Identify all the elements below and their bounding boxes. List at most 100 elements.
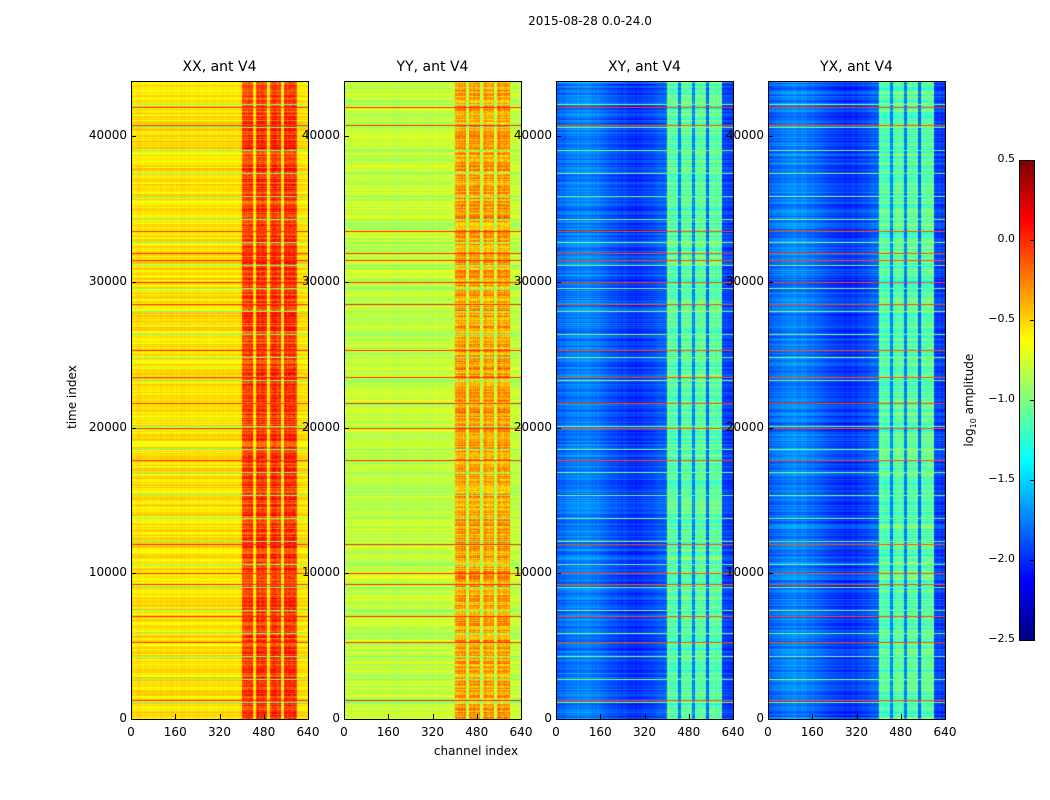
colorbar-tick-label: 0.5 xyxy=(997,152,1016,165)
colorbar-tick-mark xyxy=(1030,480,1034,481)
x-tick-label: 480 xyxy=(465,725,489,739)
y-tick-label: 20000 xyxy=(301,419,340,434)
y-tick-label: 20000 xyxy=(88,419,127,434)
y-tick-label: 10000 xyxy=(725,565,764,580)
x-tick-label: 480 xyxy=(677,725,701,739)
x-tick-mark xyxy=(308,714,309,719)
y-tick-label: 20000 xyxy=(725,419,764,434)
y-tick-label: 30000 xyxy=(513,274,552,288)
colorbar-tick-label: −1.5 xyxy=(988,472,1015,485)
y-tick-label: 40000 xyxy=(513,128,552,143)
colorbar-label-part: log xyxy=(961,428,976,447)
x-tick-mark xyxy=(344,714,345,719)
x-tick-mark xyxy=(476,714,478,719)
x-tick-label: 640 xyxy=(721,725,745,739)
x-tick-mark xyxy=(733,714,734,719)
y-tick-mark xyxy=(556,427,561,429)
x-tick-label: 0 xyxy=(552,725,560,739)
colorbar-label-part: amplitude xyxy=(961,353,976,419)
y-tick-label: 30000 xyxy=(725,274,764,288)
y-tick-mark xyxy=(556,573,561,575)
y-tick-mark xyxy=(131,719,136,720)
x-tick-label: 0 xyxy=(340,725,348,739)
y-tick-label: 10000 xyxy=(513,565,552,580)
figure-title: 2015-08-28 0.0-24.0 xyxy=(528,14,652,28)
colorbar-label: log10 amplitude xyxy=(962,350,978,450)
colorbar-tick-label: −0.5 xyxy=(988,312,1015,325)
colorbar-tick-mark xyxy=(1030,240,1034,241)
x-tick-label: 160 xyxy=(163,725,187,739)
heatmap-panel xyxy=(344,81,521,719)
x-tick-mark xyxy=(388,714,390,719)
x-tick-mark xyxy=(644,714,646,719)
colorbar-tick-mark xyxy=(1030,320,1034,321)
x-tick-mark xyxy=(432,714,434,719)
y-tick-mark xyxy=(131,282,136,283)
y-tick-mark xyxy=(768,282,773,283)
colorbar-tick-label: −2.0 xyxy=(988,552,1015,565)
y-tick-label: 0 xyxy=(119,711,127,725)
axes-frame xyxy=(131,81,309,720)
y-tick-mark xyxy=(344,136,349,138)
panel-title: YY, ant V4 xyxy=(396,59,469,75)
y-tick-mark xyxy=(556,282,561,283)
y-tick-mark xyxy=(768,719,773,720)
colorbar-label-part: 10 xyxy=(969,418,979,429)
x-tick-mark xyxy=(600,714,602,719)
x-tick-label: 0 xyxy=(764,725,772,739)
x-tick-label: 320 xyxy=(208,725,231,739)
y-tick-mark xyxy=(131,573,136,575)
y-tick-label: 30000 xyxy=(301,274,340,288)
x-tick-label: 640 xyxy=(296,725,320,739)
panel-title: XY, ant V4 xyxy=(608,59,681,75)
x-tick-label: 480 xyxy=(252,725,276,739)
y-tick-mark xyxy=(768,427,773,429)
axes-frame xyxy=(556,81,734,720)
x-tick-mark xyxy=(521,714,522,719)
panel-title: XX, ant V4 xyxy=(182,59,257,75)
y-tick-mark xyxy=(344,427,349,429)
y-tick-mark xyxy=(344,282,349,283)
y-tick-mark xyxy=(131,136,136,138)
x-tick-label: 160 xyxy=(800,725,824,739)
y-tick-label: 40000 xyxy=(88,128,127,143)
x-tick-mark xyxy=(219,714,221,719)
axes-frame xyxy=(768,81,946,720)
x-tick-mark xyxy=(900,714,902,719)
axes-frame xyxy=(344,81,522,720)
y-tick-label: 30000 xyxy=(88,274,127,288)
y-tick-label: 0 xyxy=(332,711,340,725)
colorbar-tick-mark xyxy=(1030,400,1034,401)
y-tick-label: 40000 xyxy=(725,128,764,143)
y-tick-mark xyxy=(344,573,349,575)
heatmap-panel xyxy=(556,81,733,719)
x-tick-label: 320 xyxy=(845,725,868,739)
x-tick-mark xyxy=(812,714,814,719)
heatmap-panel xyxy=(131,81,308,719)
x-tick-mark xyxy=(945,714,946,719)
x-tick-label: 480 xyxy=(889,725,913,739)
x-tick-label: 160 xyxy=(376,725,400,739)
x-tick-label: 0 xyxy=(127,725,135,739)
x-tick-label: 160 xyxy=(588,725,612,739)
x-tick-mark xyxy=(856,714,858,719)
x-tick-label: 320 xyxy=(421,725,444,739)
y-tick-mark xyxy=(556,719,561,720)
y-tick-mark xyxy=(344,719,349,720)
colorbar-tick-mark xyxy=(1030,640,1034,641)
x-axis-label: channel index xyxy=(433,744,519,758)
y-tick-mark xyxy=(556,136,561,138)
x-tick-mark xyxy=(131,714,132,719)
colorbar-frame xyxy=(1019,160,1035,641)
colorbar-tick-mark xyxy=(1030,560,1034,561)
y-tick-label: 20000 xyxy=(513,419,552,434)
x-tick-mark xyxy=(175,714,177,719)
x-tick-label: 640 xyxy=(509,725,533,739)
panel-title: YX, ant V4 xyxy=(820,59,893,75)
colorbar-tick-label: −1.0 xyxy=(988,392,1015,405)
x-tick-label: 320 xyxy=(633,725,656,739)
heatmap-panel xyxy=(768,81,945,719)
y-tick-label: 10000 xyxy=(301,565,340,580)
colorbar-tick-mark xyxy=(1030,160,1034,161)
y-axis-label: time index xyxy=(65,365,79,429)
